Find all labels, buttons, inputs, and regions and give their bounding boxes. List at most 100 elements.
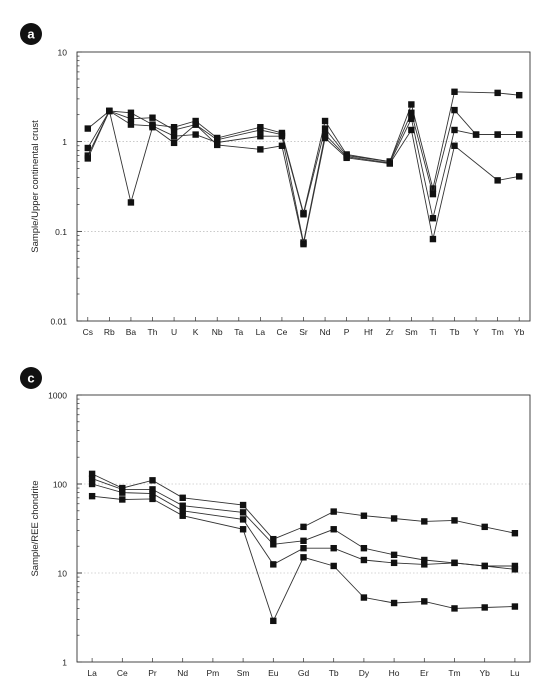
data-point — [321, 131, 329, 138]
x-tick-label: Ho — [389, 668, 400, 678]
x-tick-label: Lu — [510, 668, 520, 678]
data-point — [321, 134, 329, 142]
data-point — [239, 516, 247, 523]
series-line — [91, 478, 515, 567]
x-tick-label: Sm — [405, 327, 418, 337]
data-point — [119, 486, 126, 493]
x-tick-label: Gd — [298, 668, 310, 678]
x-tick-label: Tm — [448, 668, 460, 678]
data-point — [127, 199, 135, 206]
data-point — [127, 115, 135, 122]
data-point — [390, 515, 398, 522]
x-tick-label: U — [171, 327, 177, 337]
data-point — [481, 562, 488, 570]
data-point — [429, 190, 437, 198]
data-point — [390, 551, 398, 559]
data-point — [494, 131, 501, 138]
x-tick-label: Nd — [320, 327, 331, 337]
data-point — [278, 142, 286, 149]
y-tick-label: 1000 — [48, 391, 67, 401]
data-point — [429, 235, 437, 243]
data-point — [127, 109, 135, 116]
panel-badge — [20, 23, 42, 45]
data-point — [451, 126, 458, 134]
data-point — [408, 109, 415, 116]
data-point — [192, 131, 199, 138]
data-point — [481, 604, 488, 611]
data-point — [330, 508, 337, 515]
x-tick-label: Tb — [450, 327, 460, 337]
data-point — [270, 617, 277, 625]
data-point — [149, 477, 156, 484]
data-point — [239, 509, 247, 516]
data-point — [421, 561, 428, 568]
data-point — [481, 523, 488, 531]
y-tick-label: 10 — [58, 48, 68, 58]
data-point — [360, 512, 368, 519]
data-point — [360, 594, 368, 601]
data-point — [386, 160, 393, 167]
data-point — [494, 177, 501, 184]
x-tick-label: Er — [420, 668, 429, 678]
x-tick-label: Ce — [117, 668, 128, 678]
data-point — [330, 544, 337, 552]
data-point — [88, 475, 96, 482]
data-point — [408, 126, 415, 134]
data-point — [88, 480, 96, 488]
data-point — [88, 492, 96, 500]
data-point — [179, 502, 186, 509]
data-point — [179, 494, 186, 501]
x-tick-label: Y — [473, 327, 479, 337]
x-tick-label: K — [193, 327, 199, 337]
y-tick-label: 100 — [53, 480, 67, 490]
x-tick-label: Hf — [364, 327, 373, 337]
x-tick-label: Nb — [212, 327, 223, 337]
data-point — [300, 544, 307, 552]
data-point — [170, 133, 178, 140]
y-axis-label: Sample/Upper continental crust — [30, 120, 41, 253]
x-tick-label: Yb — [479, 668, 490, 678]
x-tick-label: Dy — [359, 668, 370, 678]
x-tick-label: P — [344, 327, 350, 337]
data-point — [321, 125, 329, 132]
data-point — [149, 490, 156, 497]
data-point — [257, 126, 264, 134]
data-point — [270, 541, 277, 548]
data-point — [408, 115, 415, 122]
data-point — [179, 507, 186, 514]
x-tick-label: Ta — [234, 327, 243, 337]
data-point — [451, 517, 458, 524]
data-point — [84, 125, 91, 132]
x-tick-label: Ti — [430, 327, 437, 337]
x-tick-label: Rb — [104, 327, 115, 337]
data-point — [451, 88, 458, 95]
data-point — [84, 144, 91, 152]
x-tick-label: Sr — [299, 327, 308, 337]
series-line — [87, 109, 520, 245]
y-tick-label: 1 — [62, 658, 67, 668]
panel-badge — [20, 367, 42, 389]
x-tick-label: Th — [148, 327, 158, 337]
data-point — [170, 126, 178, 134]
data-point — [270, 561, 277, 568]
data-point — [494, 89, 501, 97]
x-tick-label: Zr — [386, 327, 394, 337]
data-point — [451, 106, 458, 114]
data-point — [511, 562, 519, 570]
series-line — [92, 495, 515, 623]
data-point — [179, 512, 186, 519]
data-point — [106, 107, 113, 115]
data-point — [390, 559, 398, 567]
x-tick-label: Ba — [126, 327, 137, 337]
x-tick-label: Pr — [148, 668, 157, 678]
data-point — [149, 114, 156, 121]
x-tick-label: Tb — [329, 668, 339, 678]
data-point — [360, 556, 368, 564]
x-tick-label: Eu — [268, 668, 279, 678]
data-point — [257, 146, 264, 153]
data-point — [300, 211, 307, 218]
data-point — [149, 495, 156, 503]
data-point — [88, 470, 96, 478]
data-point — [300, 537, 307, 545]
